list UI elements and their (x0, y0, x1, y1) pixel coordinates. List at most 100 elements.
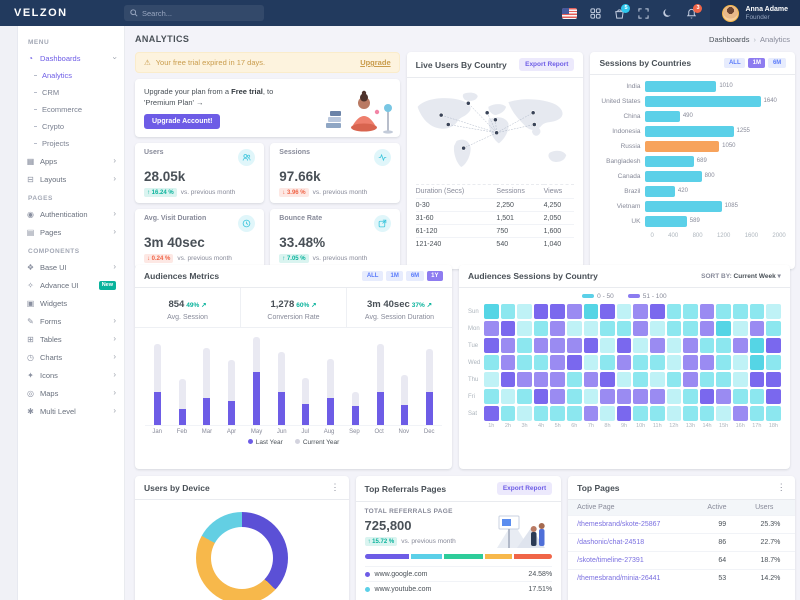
stat-card-avg-visit-duration[interactable]: Avg. Visit Duration 3m 40sec ↓ 0.24 % vs.… (135, 209, 265, 269)
heatmap-cell (699, 321, 715, 336)
page-link[interactable]: /themesbrand/minia-26441 (568, 569, 699, 587)
sidebar-item-label: Base UI (40, 262, 67, 272)
referral-item[interactable]: www.google.com 24.58% (364, 566, 553, 581)
stat-card-users[interactable]: Users 28.05k ↑ 16.24 % vs. previous month (135, 143, 265, 203)
heatmap-cell (649, 304, 665, 319)
heatmap-title: Audiences Sessions by Country (468, 271, 598, 281)
heatmap-cell (600, 355, 615, 370)
tables-icon: ⊞ (27, 334, 34, 344)
filter-button-1m[interactable]: 1M (385, 271, 404, 281)
user-menu[interactable]: Anna Adame Founder (710, 0, 800, 26)
fullscreen-icon[interactable] (638, 7, 650, 19)
sidebar-item-charts[interactable]: ◷ Charts › (18, 348, 124, 366)
filter-button-1m[interactable]: 1M (748, 58, 766, 68)
bar-value-label: 800 (704, 173, 715, 180)
sidebar-item-projects[interactable]: Projects (18, 135, 124, 152)
sidebar-item-maps[interactable]: ◎ Maps › (18, 384, 124, 402)
sessions-filters: ALL 1M 6M (724, 58, 786, 68)
sidebar-item-multi-level[interactable]: ✱ Multi Level › (18, 402, 124, 420)
stat-card-sessions[interactable]: Sessions 97.66k ↓ 3.96 % vs. previous mon… (270, 143, 400, 203)
sidebar-item-crm[interactable]: CRM (18, 84, 124, 101)
export-report-button[interactable]: Export Report (519, 58, 575, 71)
sidebar-item-crypto[interactable]: Crypto (18, 118, 124, 135)
table-cell: 31-60 (415, 211, 497, 225)
sidebar-item-widgets[interactable]: ▣ Widgets (18, 294, 124, 312)
filter-button-all[interactable]: ALL (362, 271, 383, 281)
notifications-icon[interactable]: 3 (686, 3, 703, 19)
sidebar-item-ecommerce[interactable]: Ecommerce (18, 101, 124, 118)
bar-track: 800 (645, 171, 785, 182)
sidebar-item-tables[interactable]: ⊞ Tables › (18, 330, 124, 348)
sidebar-item-forms[interactable]: ✎ Forms › (18, 312, 124, 330)
export-report-button[interactable]: Export Report (496, 482, 553, 495)
stat-card-bounce-rate[interactable]: Bounce Rate 33.48% ↑ 7.05 % vs. previous … (270, 209, 400, 269)
bar-category-label: Canada (617, 172, 641, 180)
referral-item[interactable]: www.youtube.com 17.51% (364, 581, 553, 596)
search-icon (130, 9, 138, 17)
upgrade-account-button[interactable]: Upgrade Account! (144, 113, 221, 129)
page-link[interactable]: /skote/timeline-27391 (568, 551, 699, 570)
column-header: Views (543, 184, 575, 199)
referral-dot (364, 586, 370, 592)
heatmap-cell (550, 338, 565, 353)
progress-segment (411, 554, 442, 559)
sidebar-item-authentication[interactable]: ◉ Authentication › (18, 205, 124, 223)
icons-icon: ✦ (27, 370, 34, 380)
heatmap-cell (616, 338, 632, 353)
heatmap-day-label: Wed (468, 359, 481, 366)
table-cell: 1,040 (543, 237, 575, 250)
upgrade-link[interactable]: Upgrade (360, 58, 391, 67)
page-link[interactable]: /dashonic/chat-24518 (568, 533, 699, 552)
heatmap-cell (517, 372, 532, 387)
cart-icon[interactable]: 5 (614, 3, 631, 19)
sidebar-item-base-ui[interactable]: ❖ Base UI › (18, 258, 124, 276)
heatmap-day-label: Sat (468, 410, 478, 417)
sidebar-item-layouts[interactable]: ⊟ Layouts › (18, 170, 124, 188)
global-search[interactable] (124, 5, 264, 21)
heatmap-cell (550, 372, 565, 387)
bar-segment-last-year (302, 404, 310, 425)
search-input[interactable] (142, 8, 258, 18)
card-menu-icon[interactable]: ⋮ (330, 482, 340, 492)
heatmap-cell (550, 406, 565, 421)
sidebar-item-icons[interactable]: ✦ Icons › (18, 366, 124, 384)
multi-level-icon: ✱ (27, 406, 34, 416)
sort-by-dropdown[interactable]: SORT BY: Current Week ▾ (701, 273, 781, 280)
app-logo[interactable]: VELZON (14, 7, 68, 19)
heatmap-cell (666, 304, 682, 319)
page-link[interactable]: /themesbrand/skote-25867 (568, 515, 699, 534)
heatmap-cell (732, 338, 748, 353)
dark-mode-icon[interactable] (662, 8, 673, 19)
sidebar-item-pages[interactable]: ▤ Pages › (18, 223, 124, 241)
sidebar-item-analytics[interactable]: Analytics (18, 67, 124, 84)
sessions-by-countries-title: Sessions by Countries (599, 58, 692, 68)
axis-tick: 2000 (772, 233, 786, 239)
sidebar-item-advance-ui[interactable]: ✧ Advance UI New (18, 276, 124, 294)
filter-button-6m[interactable]: 6M (406, 271, 424, 281)
heatmap-cell (550, 389, 565, 404)
heatmap-hour-label: 7h (587, 423, 594, 429)
breadcrumb-dashboards[interactable]: Dashboards (709, 34, 750, 44)
card-menu-icon[interactable]: ⋮ (776, 482, 786, 492)
audiences-stats: 854 49% ↗ Avg. Session 1,278 60% ↗ Conversio… (135, 288, 453, 328)
table-cell: 4,250 (543, 198, 575, 212)
map-marker (493, 130, 499, 136)
filter-button-all[interactable]: ALL (724, 58, 746, 68)
table-cell: 540 (496, 237, 544, 250)
bar-value-label: 490 (682, 113, 693, 120)
sidebar-rail (0, 26, 18, 600)
bar-value-label: 1640 (763, 98, 777, 105)
sidebar-item-apps[interactable]: ▦ Apps › (18, 152, 124, 170)
axis-tick: 800 (692, 233, 703, 239)
table-cell: 86 (698, 533, 747, 552)
bar-track: 1050 (645, 141, 785, 152)
bar-category-label: UK (631, 217, 641, 225)
filter-button-1y[interactable]: 1Y (426, 271, 444, 281)
heatmap-cell (600, 389, 615, 404)
language-flag-icon[interactable] (562, 7, 578, 19)
sidebar-item-dashboards[interactable]: ◔ Dashboards › (18, 49, 124, 67)
clock-icon (238, 215, 256, 232)
apps-grid-icon[interactable] (590, 7, 602, 19)
filter-button-6m[interactable]: 6M (768, 58, 786, 68)
bar-value-label: 1050 (722, 143, 736, 150)
